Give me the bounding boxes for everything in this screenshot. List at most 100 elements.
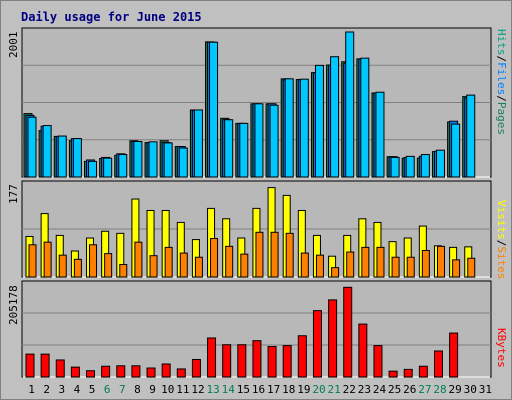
bar-sites-day-15 <box>240 253 249 278</box>
legend-item: Pages <box>495 102 508 135</box>
bar-sites-day-16 <box>255 231 264 278</box>
legend-item: Visits <box>495 200 508 240</box>
bar-kbytes-day-17 <box>267 346 277 378</box>
bar-hits-day-13 <box>209 41 219 178</box>
bar-sites-day-29 <box>452 259 461 278</box>
x-label-day-15: 15 <box>237 383 250 396</box>
bar-hits-day-25 <box>390 156 400 178</box>
bar-kbytes-day-28 <box>433 350 443 378</box>
bar-hits-day-4 <box>72 138 82 178</box>
bar-sites-day-30 <box>467 257 476 278</box>
bar-hits-day-11 <box>178 147 188 178</box>
bar-sites-day-8 <box>134 241 143 278</box>
bar-kbytes-day-16 <box>252 340 262 378</box>
bar-kbytes-day-13 <box>207 337 217 378</box>
bar-hits-day-22 <box>345 31 355 178</box>
bar-kbytes-day-29 <box>449 332 459 378</box>
legend-panel-3: KBytes <box>495 328 508 368</box>
x-label-day-5: 5 <box>89 383 96 396</box>
bar-kbytes-day-9 <box>146 367 156 378</box>
x-label-day-4: 4 <box>74 383 81 396</box>
bar-hits-day-21 <box>330 56 340 178</box>
bar-sites-day-25 <box>391 256 400 278</box>
x-label-day-31: 31 <box>479 383 492 396</box>
bar-hits-day-3 <box>57 135 67 178</box>
bar-sites-day-6 <box>104 253 113 278</box>
bar-sites-day-1 <box>28 244 37 278</box>
bar-sites-day-7 <box>119 264 128 278</box>
x-label-day-18: 18 <box>282 383 295 396</box>
bar-kbytes-day-20 <box>312 310 322 378</box>
bar-hits-day-19 <box>299 78 309 178</box>
bar-hits-day-6 <box>103 157 113 178</box>
x-label-day-10: 10 <box>161 383 174 396</box>
bar-sites-day-11 <box>179 252 188 278</box>
bar-hits-day-28 <box>435 149 445 178</box>
bar-sites-day-19 <box>300 252 309 278</box>
legend-panel-1: Hits/Files/Pages <box>495 29 508 135</box>
bar-sites-day-4 <box>73 258 82 278</box>
bar-sites-day-17 <box>270 231 279 278</box>
x-label-day-25: 25 <box>388 383 401 396</box>
x-label-day-2: 2 <box>43 383 50 396</box>
x-label-day-11: 11 <box>176 383 189 396</box>
bar-hits-day-10 <box>163 142 173 178</box>
legend-item: Sites <box>495 246 508 279</box>
bar-kbytes-day-21 <box>328 299 338 378</box>
x-label-day-9: 9 <box>149 383 156 396</box>
x-label-day-19: 19 <box>297 383 310 396</box>
bar-kbytes-day-11 <box>176 368 186 378</box>
bar-sites-day-23 <box>361 246 370 278</box>
x-label-day-28: 28 <box>433 383 446 396</box>
y-max-label-1: 2001 <box>7 32 20 59</box>
bar-sites-day-21 <box>331 267 340 278</box>
bar-kbytes-day-7 <box>116 365 126 378</box>
x-label-day-12: 12 <box>191 383 204 396</box>
bar-sites-day-18 <box>285 232 294 278</box>
bar-sites-day-12 <box>194 256 203 278</box>
bar-hits-day-23 <box>360 57 370 178</box>
chart-title: Daily usage for June 2015 <box>21 10 202 24</box>
bar-kbytes-day-23 <box>358 323 368 378</box>
bar-kbytes-day-27 <box>418 365 428 378</box>
bar-hits-day-20 <box>314 64 324 178</box>
bar-hits-day-24 <box>375 91 385 178</box>
bar-kbytes-day-26 <box>403 368 413 378</box>
x-label-day-30: 30 <box>464 383 477 396</box>
bar-sites-day-2 <box>43 241 52 278</box>
bar-hits-day-7 <box>118 154 128 178</box>
bar-sites-day-28 <box>436 245 445 278</box>
bar-kbytes-day-14 <box>222 344 232 378</box>
x-label-day-24: 24 <box>373 383 387 396</box>
bar-kbytes-day-6 <box>101 365 111 378</box>
bar-hits-day-26 <box>405 155 415 178</box>
bar-hits-day-15 <box>239 122 249 178</box>
x-label-day-8: 8 <box>134 383 141 396</box>
x-label-day-3: 3 <box>59 383 66 396</box>
bar-hits-day-16 <box>254 103 264 178</box>
bar-hits-day-9 <box>148 141 158 178</box>
bar-kbytes-day-8 <box>131 365 141 378</box>
bar-hits-day-2 <box>42 125 52 178</box>
bar-hits-day-30 <box>466 94 476 178</box>
bar-kbytes-day-18 <box>282 345 292 378</box>
bar-sites-day-27 <box>421 249 430 278</box>
bar-hits-day-14 <box>224 119 234 178</box>
bar-kbytes-day-4 <box>70 366 80 378</box>
bar-kbytes-day-3 <box>55 359 65 378</box>
legend-item: Files <box>495 62 508 95</box>
bar-sites-day-9 <box>149 255 158 278</box>
bar-sites-day-14 <box>225 245 234 278</box>
y-max-label-2: 177 <box>7 184 20 204</box>
bar-kbytes-day-2 <box>40 353 50 378</box>
bar-kbytes-day-25 <box>388 370 398 378</box>
x-label-day-14: 14 <box>222 383 236 396</box>
x-label-day-23: 23 <box>358 383 371 396</box>
bar-hits-day-18 <box>284 78 294 178</box>
bar-hits-day-17 <box>269 104 279 178</box>
bar-hits-day-29 <box>451 123 461 178</box>
bar-sites-day-10 <box>164 246 173 278</box>
x-label-day-22: 22 <box>343 383 356 396</box>
bar-hits-day-12 <box>193 109 203 178</box>
